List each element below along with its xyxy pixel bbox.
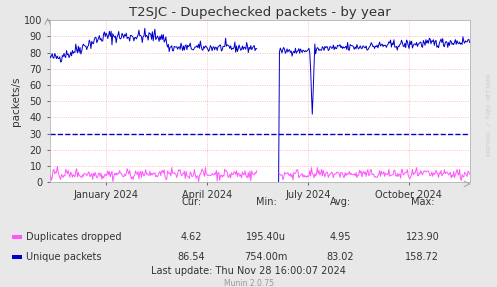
Text: 754.00m: 754.00m — [244, 252, 288, 262]
Text: 4.62: 4.62 — [180, 232, 202, 242]
Text: Min:: Min: — [255, 197, 276, 207]
Text: 195.40u: 195.40u — [246, 232, 286, 242]
Text: Duplicates dropped: Duplicates dropped — [26, 232, 122, 242]
Text: Cur:: Cur: — [181, 197, 201, 207]
Title: T2SJC - Dupechecked packets - by year: T2SJC - Dupechecked packets - by year — [129, 6, 391, 19]
Text: Avg:: Avg: — [330, 197, 351, 207]
Text: RRDTOOL / TOBI OETIKER: RRDTOOL / TOBI OETIKER — [486, 73, 491, 156]
Text: 123.90: 123.90 — [406, 232, 439, 242]
Text: 158.72: 158.72 — [406, 252, 439, 262]
Y-axis label: packets/s: packets/s — [11, 76, 21, 126]
Text: Last update: Thu Nov 28 16:00:07 2024: Last update: Thu Nov 28 16:00:07 2024 — [151, 266, 346, 276]
Text: 83.02: 83.02 — [327, 252, 354, 262]
Text: 86.54: 86.54 — [177, 252, 205, 262]
Text: Munin 2.0.75: Munin 2.0.75 — [224, 279, 273, 287]
Text: 4.95: 4.95 — [330, 232, 351, 242]
Text: Unique packets: Unique packets — [26, 252, 102, 262]
Text: Max:: Max: — [411, 197, 434, 207]
